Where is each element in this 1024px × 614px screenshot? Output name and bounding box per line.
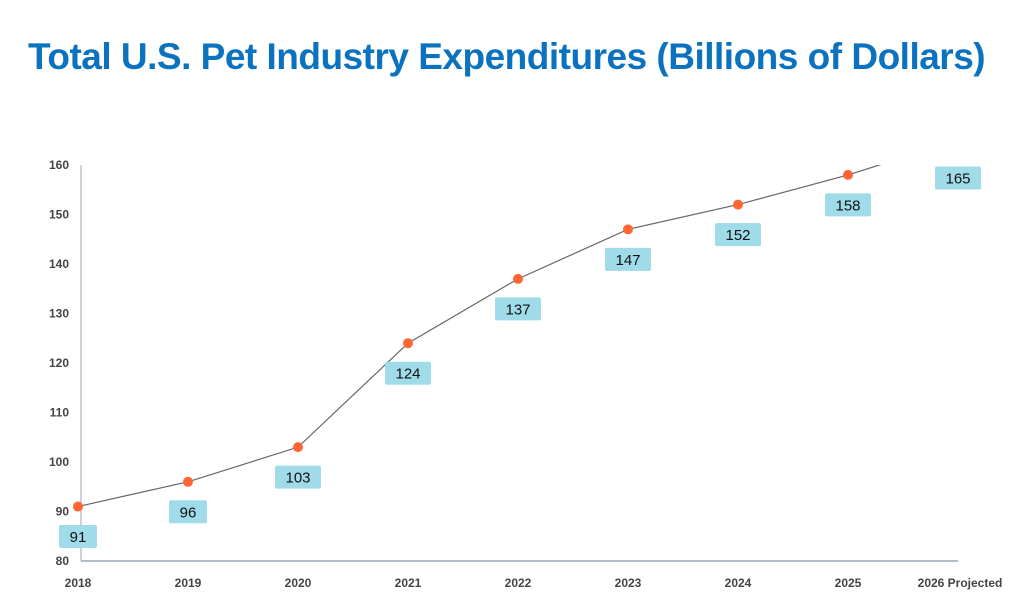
x-tick-label: 2019 <box>175 576 202 590</box>
data-point <box>293 442 303 453</box>
y-tick-label: 100 <box>49 455 69 469</box>
data-label-box <box>825 193 871 217</box>
y-tick-label: 90 <box>56 505 70 519</box>
data-label: 91 <box>70 529 87 546</box>
x-tick-label: 2020 <box>285 576 312 590</box>
data-label: 158 <box>835 197 860 214</box>
y-tick-label: 160 <box>49 158 69 172</box>
chart-title: Total U.S. Pet Industry Expenditures (Bi… <box>28 36 986 77</box>
x-tick-label: 2022 <box>505 576 532 590</box>
y-tick-label: 120 <box>49 356 69 370</box>
data-label: 165 <box>945 171 970 188</box>
data-label-box <box>935 166 981 190</box>
y-tick-label: 110 <box>50 406 70 420</box>
data-point <box>73 501 83 512</box>
x-tick-label: 2024 <box>725 576 752 590</box>
data-label: 103 <box>285 470 310 487</box>
x-tick-label: 2018 <box>65 576 92 590</box>
x-tick-label: 2023 <box>615 576 642 590</box>
y-tick-label: 80 <box>56 554 70 568</box>
data-point <box>403 338 413 349</box>
x-tick-label: 2026 Projected <box>918 576 1003 590</box>
data-point <box>623 224 633 235</box>
data-label-box <box>605 247 651 271</box>
x-tick-label: 2021 <box>395 576 422 590</box>
data-label-box <box>169 500 207 524</box>
data-label-box <box>715 223 761 247</box>
data-label-box <box>385 361 431 385</box>
x-tick-label: 2025 <box>835 576 862 590</box>
data-point <box>183 476 193 487</box>
data-label-box <box>275 465 321 489</box>
data-label: 124 <box>395 366 420 383</box>
data-label-box <box>59 525 97 549</box>
data-point <box>733 199 743 210</box>
data-label: 137 <box>505 301 530 318</box>
data-label-box <box>495 297 541 321</box>
data-point <box>843 169 853 180</box>
y-tick-label: 140 <box>49 257 69 271</box>
data-point <box>513 273 523 284</box>
y-tick-label: 130 <box>49 307 69 321</box>
data-label: 152 <box>725 227 750 244</box>
y-tick-label: 150 <box>49 208 69 222</box>
data-label: 147 <box>615 252 640 269</box>
data-label: 96 <box>180 504 197 521</box>
